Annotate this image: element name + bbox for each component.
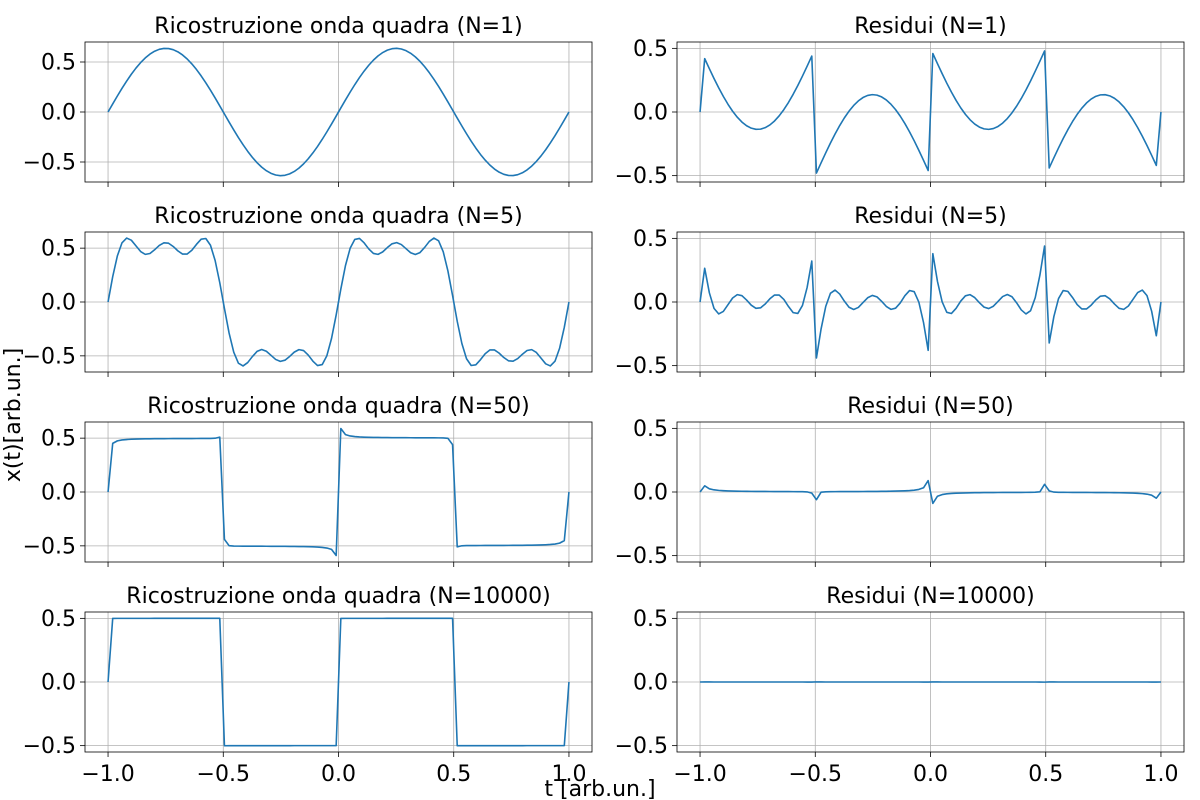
- y-tick-label: 0.0: [633, 481, 668, 506]
- y-tick-label: 0.0: [41, 291, 76, 316]
- y-tick-label: 0.0: [633, 291, 668, 316]
- subplot-residui-n5: −0.5 0.0 0.5 Residui (N=5): [615, 204, 1185, 379]
- x-tick-label: −1.0: [81, 762, 134, 787]
- x-tick-label: 0.0: [913, 762, 948, 787]
- series-line: [107, 237, 570, 367]
- x-tick-label: 1.0: [1143, 762, 1178, 787]
- y-tick-label: −0.5: [23, 151, 76, 176]
- subplot-title: Ricostruzione onda quadra (N=50): [147, 394, 529, 419]
- y-tick-label: 0.5: [633, 607, 668, 632]
- x-tick-label: −0.5: [789, 762, 842, 787]
- subplot-ricostruzione-n10000: −0.50.00.5−1.0 −0.5 0.0 0.5 1.0Ricostruzione…: [23, 584, 593, 787]
- y-tick-label: 0.5: [633, 227, 668, 252]
- y-tick-label: −0.5: [23, 734, 76, 759]
- y-tick-label: 0.5: [41, 51, 76, 76]
- x-tick-label: 0.0: [321, 762, 356, 787]
- series-line: [107, 47, 570, 177]
- y-tick-label: −0.5: [615, 164, 668, 189]
- subplot-ricostruzione-n5: −0.5 0.0 0.5 Ricostruzione onda quadra (N=5…: [23, 204, 593, 377]
- y-tick-label: −0.5: [615, 354, 668, 379]
- subplot-title: Residui (N=5): [854, 204, 1006, 229]
- subplot-ricostruzione-n50: −0.5 0.0 0.5 Ricostruzione onda quadra (N=5…: [23, 394, 593, 567]
- y-tick-label: −0.5: [23, 534, 76, 559]
- subplot-title: Residui (N=10000): [826, 584, 1034, 609]
- y-tick-label: −0.5: [23, 344, 76, 369]
- x-tick-label: 0.5: [436, 762, 471, 787]
- x-tick-label: −0.5: [197, 762, 250, 787]
- subplot-title: Ricostruzione onda quadra (N=5): [154, 204, 522, 229]
- subplot-title: Residui (N=1): [854, 14, 1006, 39]
- subplot-title: Residui (N=50): [847, 394, 1013, 419]
- x-tick-label: 1.0: [551, 762, 586, 787]
- series-line: [699, 479, 1162, 505]
- series-line: [107, 427, 570, 557]
- y-tick-label: 0.5: [41, 237, 76, 262]
- y-tick-label: 0.5: [41, 427, 76, 452]
- subplot-residui-n50: −0.5 0.0 0.5 Residui (N=50): [615, 394, 1185, 569]
- y-tick-label: 0.0: [41, 671, 76, 696]
- subplot-grid: −0.5 0.0 0.5 Ricostruzione onda quadra (N=1…: [23, 14, 1185, 787]
- y-tick-label: 0.0: [633, 101, 668, 126]
- y-tick-label: 0.5: [633, 417, 668, 442]
- subplot-title: Ricostruzione onda quadra (N=10000): [126, 584, 550, 609]
- series-line: [107, 617, 570, 747]
- y-tick-label: 0.0: [41, 101, 76, 126]
- subplot-title: Ricostruzione onda quadra (N=1): [154, 14, 522, 39]
- y-tick-label: −0.5: [615, 734, 668, 759]
- subplot-residui-n1: −0.5 0.0 0.5 Residui (N=1): [615, 14, 1185, 189]
- y-tick-label: 0.0: [633, 671, 668, 696]
- series-line: [699, 50, 1162, 174]
- y-tick-label: 0.5: [41, 607, 76, 632]
- series-line: [699, 245, 1162, 359]
- subplot-ricostruzione-n1: −0.5 0.0 0.5 Ricostruzione onda quadra (N=1…: [23, 14, 593, 187]
- x-tick-label: −1.0: [673, 762, 726, 787]
- x-tick-label: 0.5: [1028, 762, 1063, 787]
- y-tick-label: −0.5: [615, 544, 668, 569]
- y-tick-label: 0.0: [41, 481, 76, 506]
- y-axis-label: x(t)[arb.un.]: [1, 348, 26, 482]
- y-tick-label: 0.5: [633, 37, 668, 62]
- x-axis-label: t [arb.un.]: [544, 777, 655, 800]
